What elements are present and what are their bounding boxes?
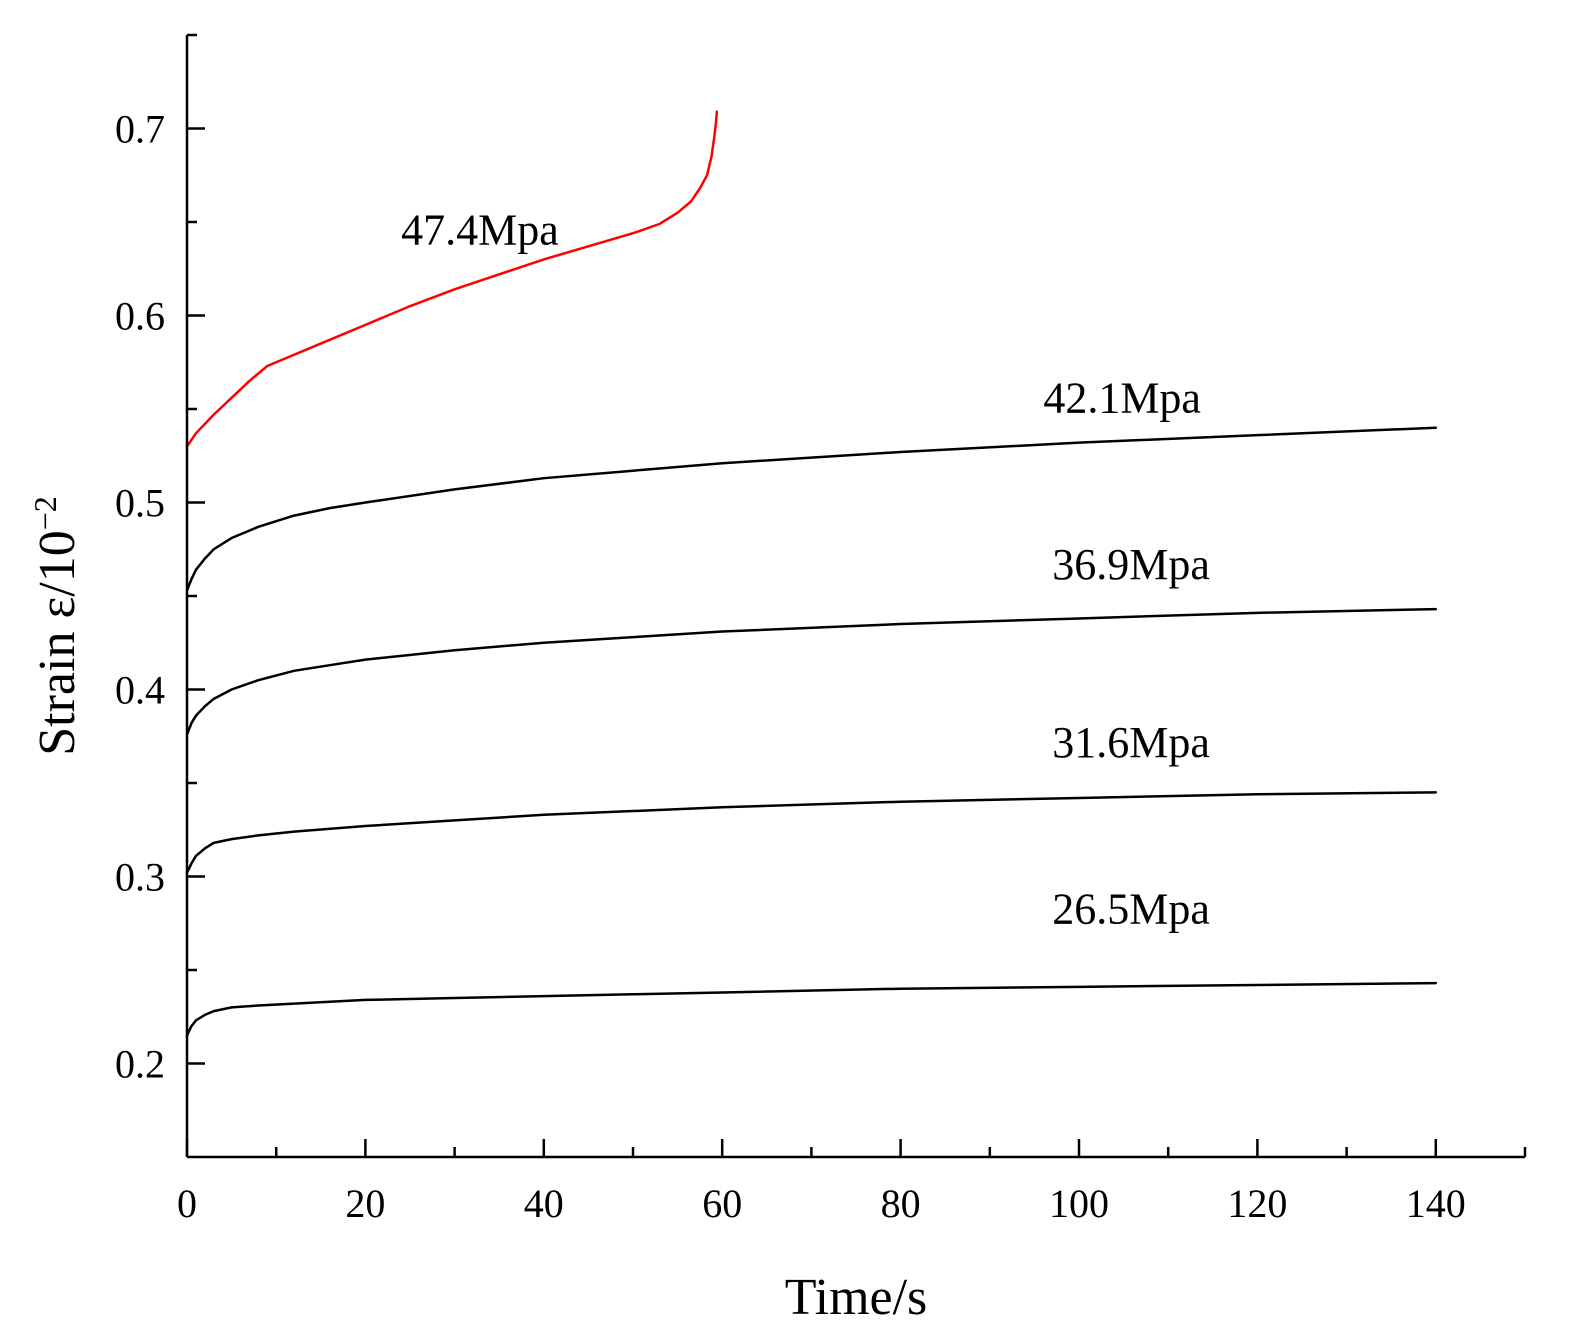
x-tick-label: 20 [345,1181,385,1226]
series-line-26-5mpa [185,981,1438,1037]
y-tick-label: 0.6 [115,294,165,339]
series-label-36-9mpa: 36.9Mpa [1052,540,1210,589]
series-line-36-9mpa [185,607,1438,736]
series-line-47-4mpa [185,110,719,448]
y-tick-label: 0.4 [115,668,165,713]
y-axis-title-text: Strain ε/10 [29,530,86,756]
curves-layer [185,110,1438,1037]
annotations-layer: 47.4Mpa 42.1Mpa 36.9Mpa 31.6Mpa 26.5Mpa [401,205,1210,933]
series-label-47-4mpa: 47.4Mpa [401,205,559,254]
series-line-31-6mpa [185,791,1438,875]
x-tick-label: 40 [524,1181,564,1226]
y-tick-label: 0.7 [115,107,165,152]
y-axis-title-exponent: −2 [27,496,63,530]
x-tick-label: 60 [702,1181,742,1226]
y-tick-label: 0.2 [115,1042,165,1087]
y-tick-label: 0.5 [115,481,165,526]
series-label-26-5mpa: 26.5Mpa [1052,884,1210,933]
series-line-42-1mpa [185,426,1438,592]
x-tick-label: 80 [881,1181,921,1226]
ticks-layer [185,33,1527,1157]
x-tick-label: 0 [177,1181,197,1226]
x-tick-label: 140 [1406,1181,1466,1226]
x-tick-label: 100 [1049,1181,1109,1226]
series-label-31-6mpa: 31.6Mpa [1052,718,1210,767]
x-axis-title: Time/s [785,1269,928,1326]
y-axis-title: Strain ε/10−2 [27,496,86,756]
y-tick-label: 0.3 [115,855,165,900]
series-label-42-1mpa: 42.1Mpa [1043,374,1201,423]
tick-labels-layer: 0 20 40 60 80 100 120 140 0.2 0.3 0.4 0.5 0.6 0.7 [115,107,1466,1227]
x-tick-label: 120 [1227,1181,1287,1226]
